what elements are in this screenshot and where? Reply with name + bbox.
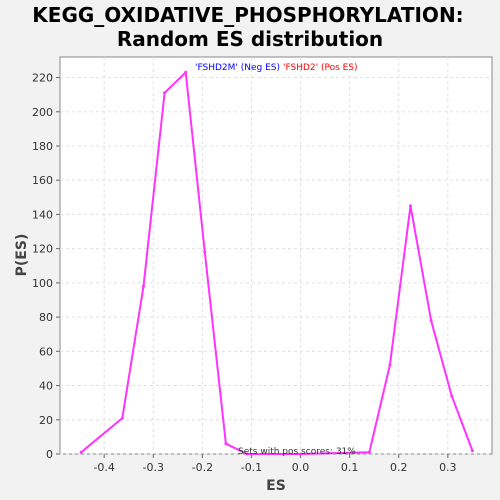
y-tick-label: 120: [32, 243, 53, 256]
grid: [60, 57, 492, 455]
legend-pos: 'FSHD2' (Pos ES): [283, 63, 358, 73]
x-tick-label: 0.3: [439, 461, 457, 474]
data-points: [79, 70, 474, 456]
x-tick-label: -0.1: [241, 461, 262, 474]
y-tick-label: 40: [39, 380, 53, 393]
x-axis-label: ES: [266, 478, 286, 494]
data-point: [141, 284, 145, 288]
y-tick-label: 200: [32, 106, 53, 119]
y-tick-label: 80: [39, 311, 53, 324]
x-tick-label: -0.3: [143, 461, 164, 474]
y-tick-label: 140: [32, 208, 53, 221]
y-axis-label: P(ES): [14, 234, 30, 277]
y-tick-label: 60: [39, 345, 53, 358]
x-tick-label: -0.4: [93, 461, 114, 474]
chart-title-line1: KEGG_OXIDATIVE_PHOSPHORYLATION:: [32, 3, 463, 27]
y-tick-label: 100: [32, 277, 53, 290]
axis-ticks: -0.4 -0.3 -0.2 -0.1 0.0 0.1 0.2 0.3 0 20 40 60 80 100…: [32, 72, 457, 474]
data-point: [120, 416, 124, 420]
legend-neg: 'FSHD2M' (Neg ES): [195, 63, 280, 73]
data-point: [450, 394, 454, 398]
y-tick-label: 220: [32, 72, 53, 85]
y-tick-label: 20: [39, 414, 53, 427]
data-point: [367, 450, 371, 454]
data-point: [224, 442, 228, 446]
data-point: [184, 70, 188, 74]
data-point: [388, 363, 392, 367]
y-tick-label: 160: [32, 174, 53, 187]
chart-title-line2: Random ES distribution: [117, 27, 383, 51]
plot-area: [59, 56, 493, 455]
data-point: [409, 204, 413, 208]
data-point: [470, 449, 474, 453]
y-tick-label: 0: [46, 448, 53, 461]
y-tick-label: 180: [32, 140, 53, 153]
x-tick-label: -0.2: [192, 461, 213, 474]
data-point: [429, 319, 433, 323]
data-point: [203, 250, 207, 254]
x-tick-label: 0.0: [292, 461, 310, 474]
data-point: [245, 452, 249, 456]
pos-scores-annotation: Sets with pos scores: 31%: [238, 447, 356, 457]
x-tick-label: 0.1: [341, 461, 359, 474]
data-point: [163, 91, 167, 95]
x-tick-label: 0.2: [390, 461, 408, 474]
data-point: [79, 450, 83, 454]
data-point: [299, 452, 303, 456]
